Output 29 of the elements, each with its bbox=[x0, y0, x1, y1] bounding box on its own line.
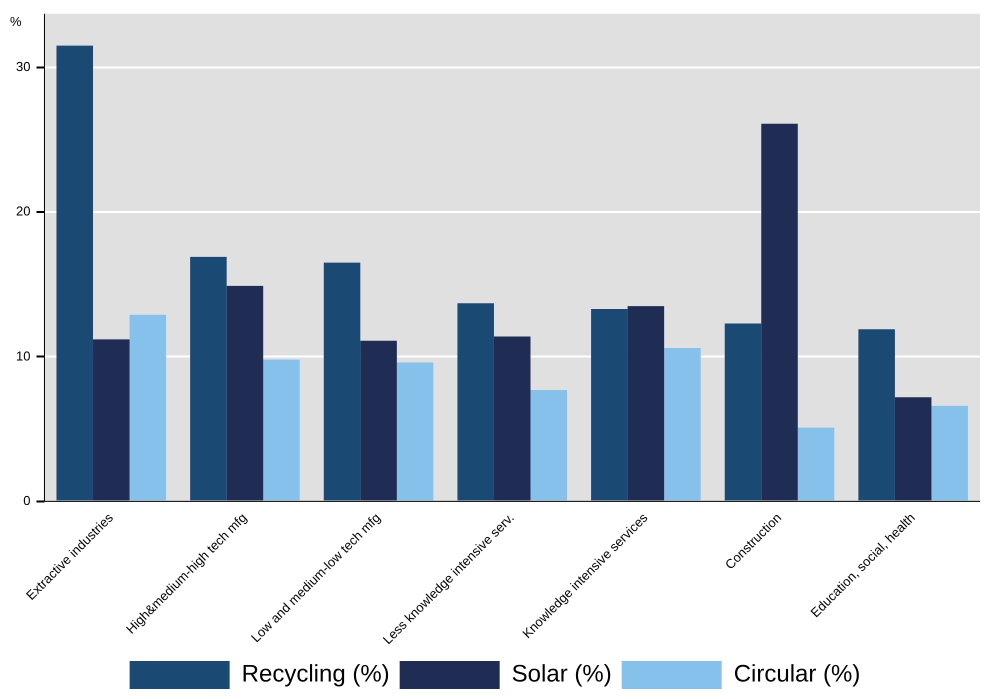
legend-label: Solar (%) bbox=[512, 660, 612, 688]
bar bbox=[530, 390, 568, 500]
bar bbox=[226, 286, 264, 500]
bar bbox=[324, 262, 360, 500]
y-axis-title: % bbox=[10, 14, 22, 29]
bar bbox=[858, 329, 895, 500]
bar bbox=[628, 306, 664, 500]
bar bbox=[190, 256, 227, 500]
bar bbox=[457, 303, 494, 500]
bar bbox=[396, 362, 434, 500]
bar bbox=[56, 46, 94, 500]
legend-label: Recycling (%) bbox=[242, 660, 390, 688]
bar bbox=[931, 406, 968, 500]
bar bbox=[93, 339, 130, 500]
bar bbox=[494, 336, 530, 500]
y-tick-label: 30 bbox=[16, 58, 30, 74]
bar bbox=[798, 428, 834, 500]
bar bbox=[263, 360, 300, 500]
legend-label: Circular (%) bbox=[734, 660, 860, 688]
bar bbox=[591, 308, 628, 500]
bar bbox=[664, 348, 701, 500]
y-tick-label: 10 bbox=[16, 348, 30, 364]
bar bbox=[724, 323, 762, 500]
y-tick-label: 20 bbox=[16, 204, 30, 219]
bar bbox=[761, 124, 798, 500]
bar bbox=[894, 397, 932, 500]
bar bbox=[130, 314, 166, 500]
y-tick-label: 0 bbox=[23, 493, 30, 508]
bar bbox=[360, 340, 397, 500]
